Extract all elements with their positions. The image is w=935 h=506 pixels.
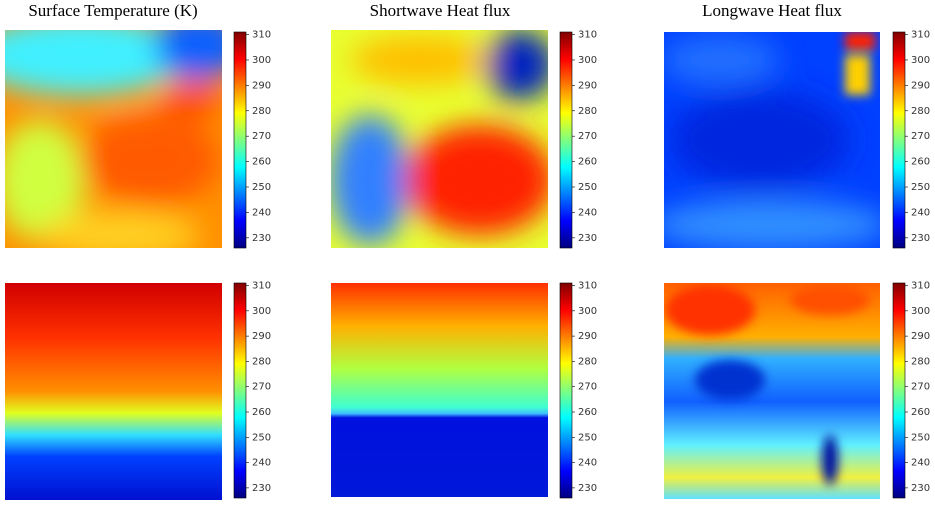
heatmap-image [5,283,222,500]
colorbar-tick-label: 230 [252,233,271,244]
heatmap-image [331,30,548,248]
colorbar-tick-label: 270 [578,131,597,142]
colorbar-tick-label: 270 [911,131,930,142]
colorbar-tick-label: 240 [252,207,271,218]
colorbar-tick-label: 240 [578,458,597,469]
colorbar-tick-label: 300 [578,306,597,317]
colorbar-tick-label: 250 [578,432,597,443]
colorbar [892,31,906,249]
colorbar [233,31,247,249]
colorbar-tick-label: 310 [911,281,930,292]
column-title: Longwave Heat flux [702,1,842,20]
colorbar-tick-label: 290 [252,80,271,91]
colorbar-tick-label: 310 [252,30,271,41]
colorbar-tick-label: 230 [911,483,930,494]
colorbar-tick-label: 280 [578,356,597,367]
colorbar-tick-label: 260 [578,157,597,168]
column-title: Surface Temperature (K) [28,1,197,20]
colorbar-tick-label: 250 [252,432,271,443]
colorbar-tick-label: 260 [252,407,271,418]
colorbar-tick-label: 270 [252,382,271,393]
colorbar-tick-label: 300 [911,55,930,66]
colorbar-tick-label: 250 [252,182,271,193]
colorbar-tick-label: 300 [252,55,271,66]
colorbar-tick-label: 280 [252,106,271,117]
heatmap-image [331,283,548,497]
colorbar [559,282,573,499]
colorbar-tick-label: 260 [252,157,271,168]
colorbar-tick-label: 240 [578,207,597,218]
colorbar-tick-label: 230 [252,483,271,494]
colorbar-tick-label: 260 [911,407,930,418]
colorbar [559,31,573,249]
colorbar-tick-label: 310 [252,281,271,292]
colorbar-tick-label: 240 [911,458,930,469]
colorbar-tick-label: 280 [911,106,930,117]
heatmap-image [664,32,880,248]
column-title: Shortwave Heat flux [370,1,511,20]
colorbar-tick-label: 230 [911,233,930,244]
colorbar-tick-label: 280 [252,356,271,367]
colorbar-tick-label: 230 [578,483,597,494]
colorbar-tick-label: 260 [578,407,597,418]
colorbar-tick-label: 290 [911,331,930,342]
colorbar-tick-label: 280 [578,106,597,117]
colorbar [892,282,906,499]
colorbar-tick-label: 290 [578,331,597,342]
heatmap-image [664,283,880,499]
colorbar [233,282,247,499]
colorbar-tick-label: 230 [578,233,597,244]
colorbar-tick-label: 270 [578,382,597,393]
colorbar-tick-label: 290 [252,331,271,342]
colorbar-tick-label: 270 [911,382,930,393]
heatmap-image [5,30,222,248]
colorbar-tick-label: 310 [578,281,597,292]
colorbar-tick-label: 250 [911,432,930,443]
colorbar-tick-label: 290 [911,80,930,91]
colorbar-tick-label: 260 [911,157,930,168]
colorbar-tick-label: 300 [578,55,597,66]
colorbar-tick-label: 300 [252,306,271,317]
colorbar-tick-label: 300 [911,306,930,317]
colorbar-tick-label: 270 [252,131,271,142]
colorbar-tick-label: 310 [578,30,597,41]
colorbar-tick-label: 240 [252,458,271,469]
colorbar-tick-label: 250 [911,182,930,193]
colorbar-tick-label: 310 [911,30,930,41]
colorbar-tick-label: 280 [911,356,930,367]
colorbar-tick-label: 250 [578,182,597,193]
colorbar-tick-label: 240 [911,207,930,218]
colorbar-tick-label: 290 [578,80,597,91]
